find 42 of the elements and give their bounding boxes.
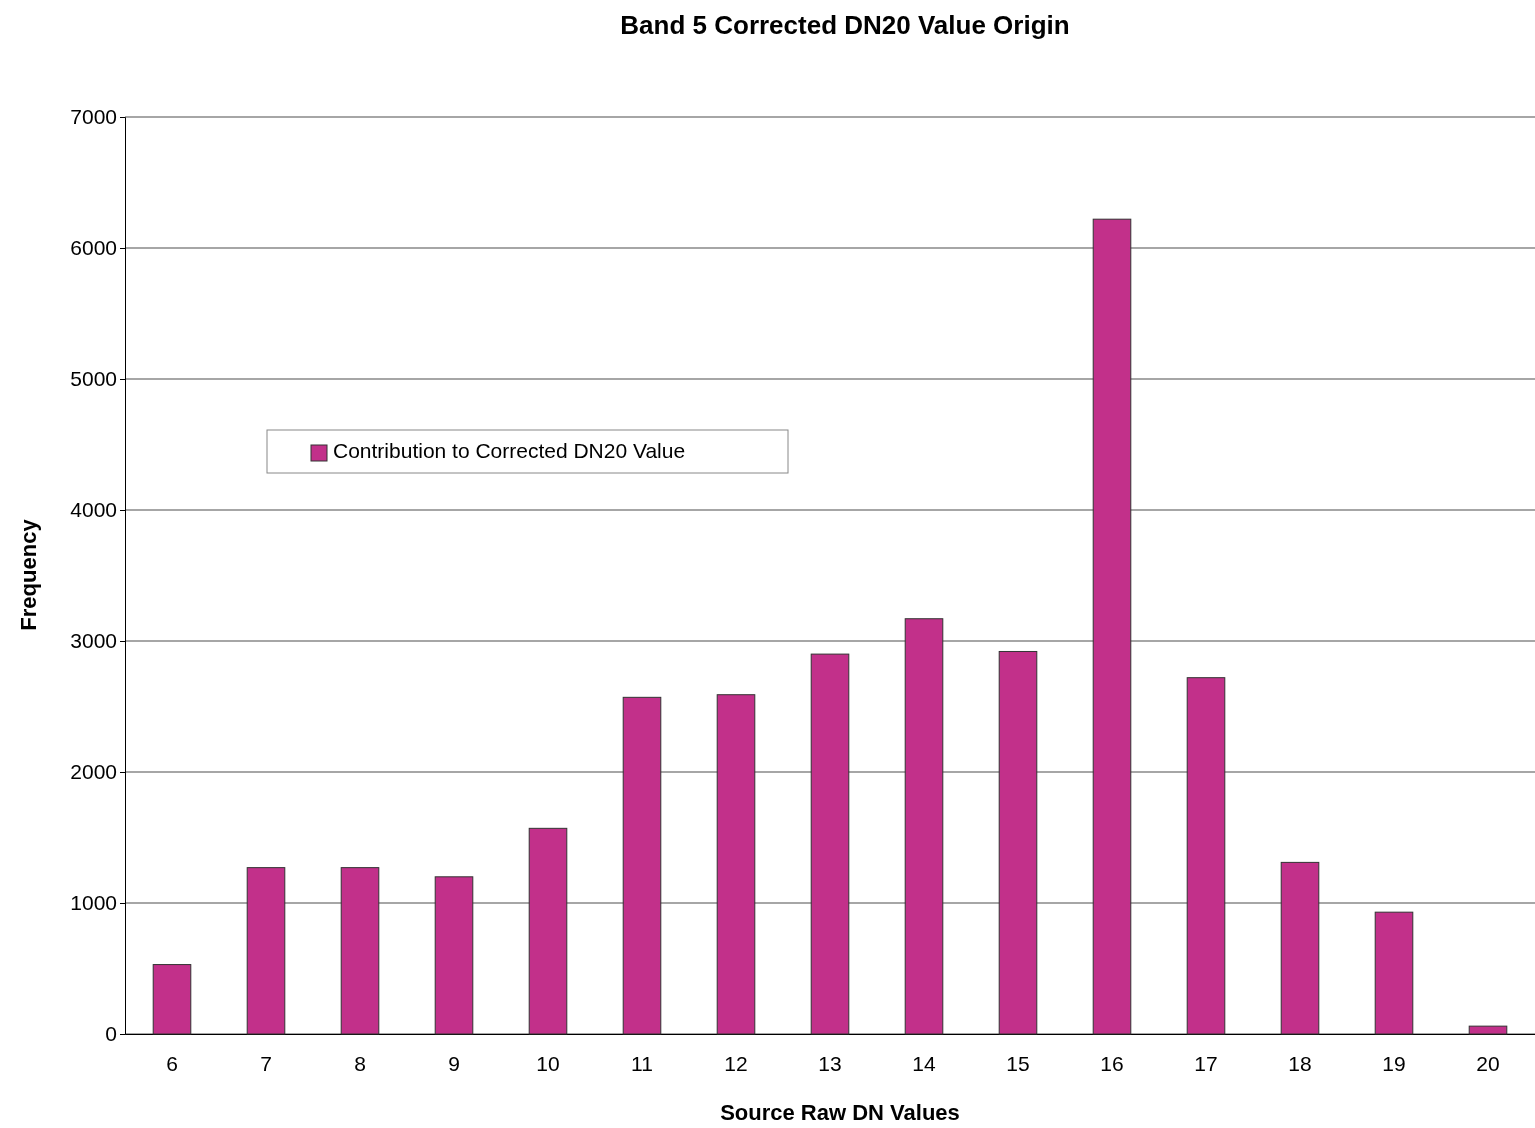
bar <box>1468 1025 1508 1035</box>
bar <box>152 964 192 1035</box>
y-tick-label: 4000 <box>70 498 117 522</box>
x-tick-label: 10 <box>536 1051 560 1075</box>
x-tick-label: 13 <box>818 1051 842 1075</box>
x-tick-label: 17 <box>1194 1051 1218 1075</box>
bar <box>1374 911 1414 1035</box>
x-tick-label: 8 <box>354 1051 366 1075</box>
bar <box>434 876 474 1035</box>
x-tick-label: 20 <box>1476 1051 1500 1075</box>
bar <box>904 618 944 1035</box>
y-tick-label: 3000 <box>70 629 117 653</box>
bar <box>998 650 1038 1035</box>
x-tick-label: 16 <box>1100 1051 1124 1075</box>
x-axis-title: Source Raw DN Values <box>720 1100 960 1125</box>
x-tick-label: 12 <box>724 1051 748 1075</box>
bar <box>1280 861 1320 1035</box>
bar <box>1092 218 1132 1035</box>
legend-label: Contribution to Corrected DN20 Value <box>333 439 686 462</box>
bar <box>246 867 286 1035</box>
x-tick-label: 18 <box>1288 1051 1312 1075</box>
x-tick-label: 15 <box>1006 1051 1030 1075</box>
x-tick-label: 6 <box>166 1051 178 1075</box>
bar <box>340 867 380 1035</box>
x-tick-label: 14 <box>912 1051 936 1075</box>
x-tick-label: 7 <box>260 1051 272 1075</box>
bar <box>1186 677 1226 1035</box>
bar <box>622 696 662 1035</box>
y-tick-label: 7000 <box>70 105 117 129</box>
y-tick-label: 1000 <box>70 891 117 915</box>
bar <box>528 827 568 1035</box>
x-tick-label: 11 <box>631 1051 653 1075</box>
bar <box>716 694 756 1035</box>
chart-title: Band 5 Corrected DN20 Value Origin <box>620 10 1070 40</box>
x-tick-label: 19 <box>1382 1051 1406 1075</box>
y-tick-label: 0 <box>105 1022 117 1046</box>
y-tick-label: 5000 <box>70 367 117 391</box>
y-tick-label: 2000 <box>70 760 117 784</box>
x-tick-label: 9 <box>448 1051 460 1075</box>
y-axis-title: Frequency <box>16 518 41 631</box>
bar <box>810 653 850 1035</box>
y-tick-label: 6000 <box>70 236 117 260</box>
